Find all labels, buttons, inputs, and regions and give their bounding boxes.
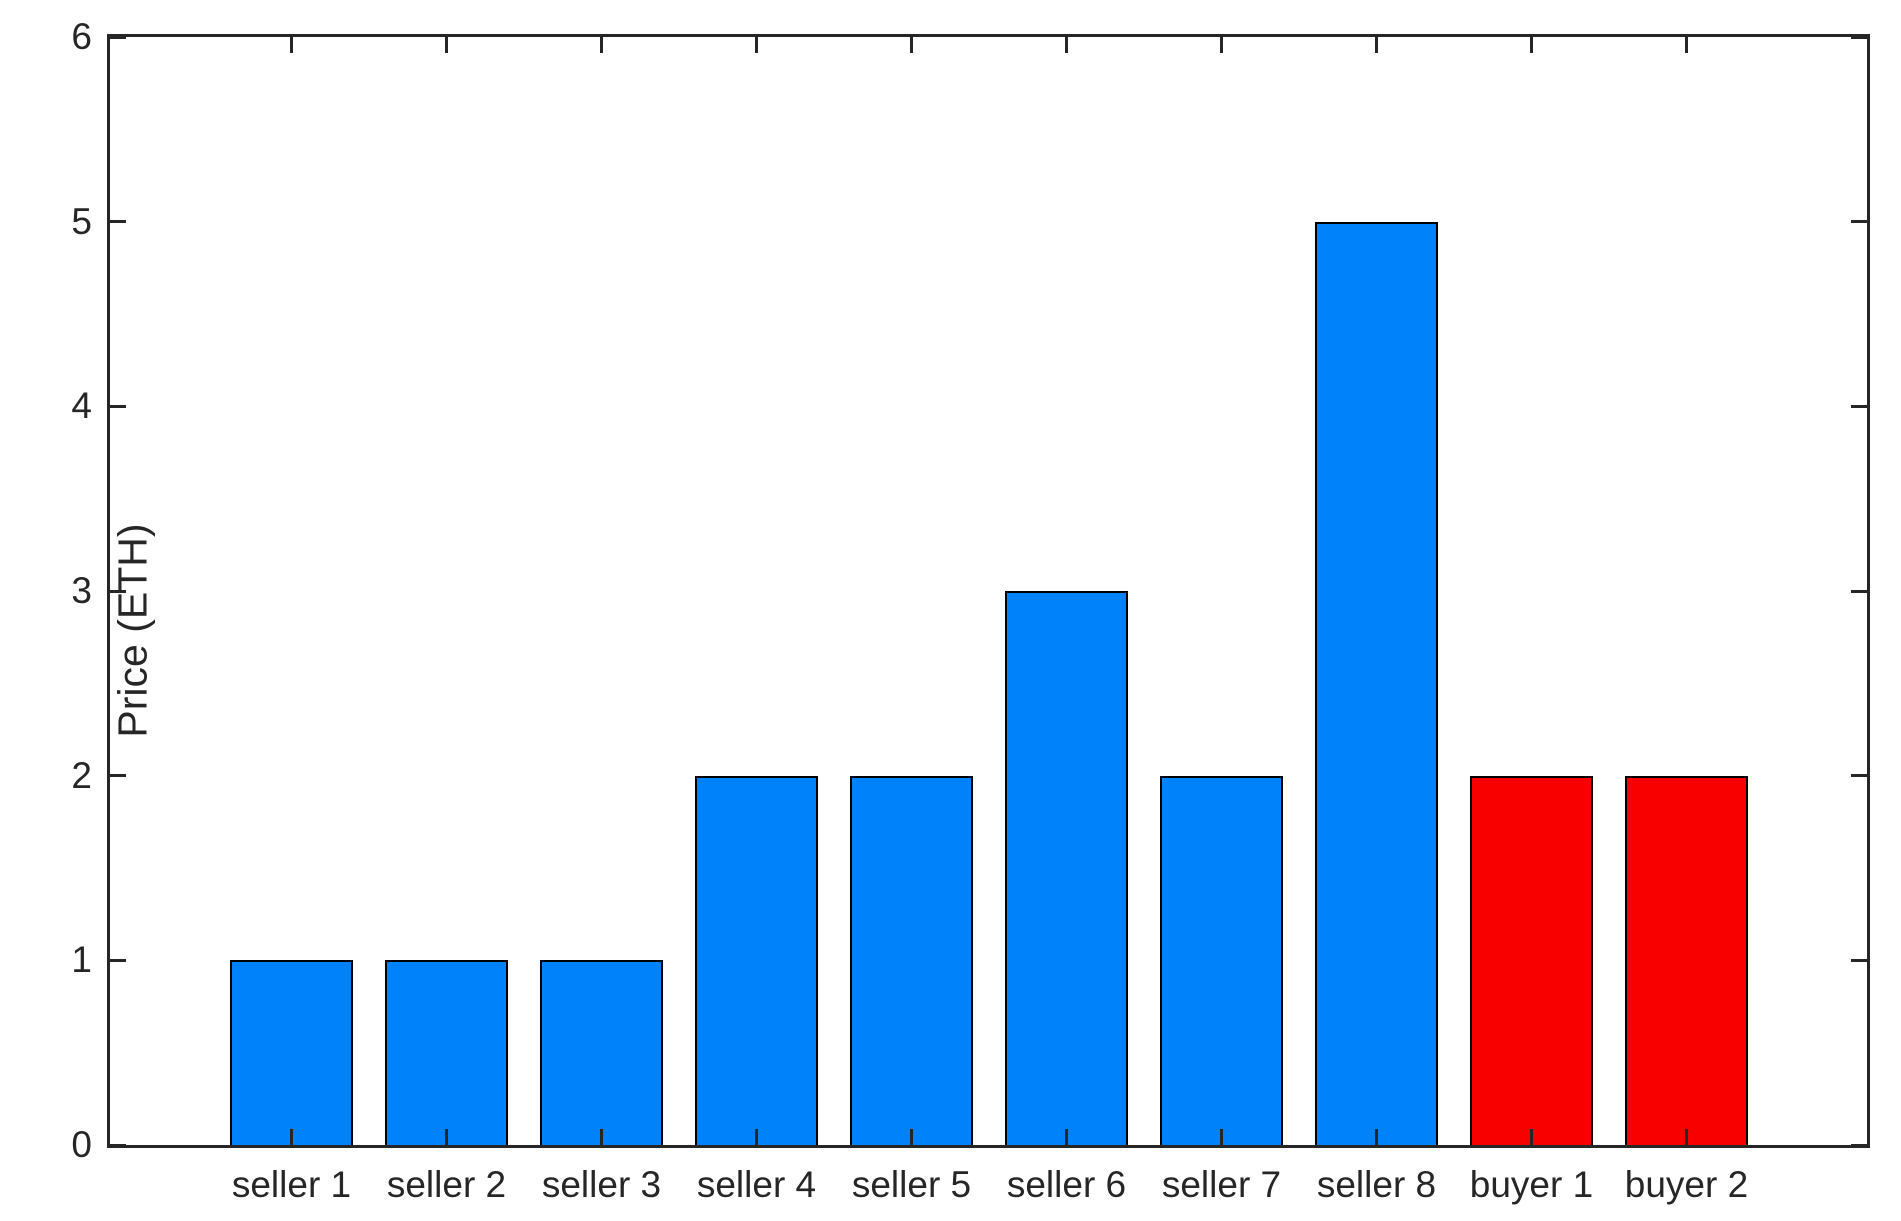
y-tick-mark: [110, 35, 126, 39]
x-tick-mark: [1220, 1129, 1223, 1145]
bar-seller-3: [540, 960, 663, 1145]
y-tick-label-6: 6: [71, 16, 92, 57]
bar-seller-8: [1315, 222, 1438, 1145]
bar-seller-6: [1005, 591, 1128, 1145]
y-tick-label-5: 5: [71, 200, 92, 242]
x-tick-mark: [445, 1129, 448, 1145]
x-tick-mark: [1065, 37, 1068, 53]
x-tick-label-buyer-1: buyer 1: [1469, 1164, 1594, 1205]
bar-buyer-1: [1470, 776, 1593, 1145]
y-tick-mark: [110, 220, 126, 224]
y-tick-mark: [1851, 1143, 1867, 1147]
x-tick-label-seller-8: seller 8: [1316, 1164, 1437, 1205]
x-tick-label-seller-3: seller 3: [541, 1164, 662, 1205]
y-tick-mark: [1851, 35, 1867, 39]
x-tick-mark: [290, 1129, 293, 1145]
x-tick-mark: [600, 1129, 603, 1145]
bar-seller-4: [695, 776, 818, 1145]
x-tick-mark: [1685, 1129, 1688, 1145]
y-tick-label-4: 4: [71, 385, 92, 427]
y-tick-mark: [1851, 220, 1867, 224]
x-tick-mark: [600, 37, 603, 53]
x-tick-mark: [445, 37, 448, 53]
y-tick-mark: [1851, 958, 1867, 962]
x-tick-mark: [1375, 37, 1378, 53]
y-tick-mark: [110, 589, 126, 593]
y-tick-mark: [1851, 774, 1867, 778]
x-tick-label-seller-7: seller 7: [1161, 1164, 1282, 1205]
y-tick-mark: [110, 774, 126, 778]
y-tick-label-2: 2: [71, 754, 92, 796]
x-tick-label-seller-6: seller 6: [1006, 1164, 1127, 1205]
x-tick-mark: [1375, 1129, 1378, 1145]
x-tick-mark: [1220, 37, 1223, 53]
x-tick-mark: [755, 1129, 758, 1145]
y-tick-mark: [110, 1143, 126, 1147]
y-axis-label: Price (ETH): [109, 523, 156, 738]
bar-buyer-2: [1625, 776, 1748, 1145]
y-tick-mark: [110, 958, 126, 962]
x-tick-label-seller-5: seller 5: [851, 1164, 972, 1205]
x-tick-mark: [290, 37, 293, 53]
y-tick-label-0: 0: [71, 1124, 92, 1165]
y-tick-mark: [110, 404, 126, 408]
x-tick-label-seller-4: seller 4: [696, 1164, 817, 1205]
x-tick-mark: [910, 37, 913, 53]
x-tick-label-seller-1: seller 1: [231, 1164, 352, 1205]
x-tick-mark: [1530, 37, 1533, 53]
x-tick-label-buyer-2: buyer 2: [1624, 1164, 1749, 1205]
x-tick-mark: [910, 1129, 913, 1145]
x-tick-mark: [1065, 1129, 1068, 1145]
bar-seller-5: [850, 776, 973, 1145]
y-tick-label-1: 1: [71, 939, 92, 981]
y-tick-mark: [1851, 589, 1867, 593]
y-tick-label-3: 3: [71, 570, 92, 611]
bar-seller-7: [1160, 776, 1283, 1145]
x-tick-label-seller-2: seller 2: [386, 1164, 507, 1205]
bar-seller-2: [385, 960, 508, 1145]
x-tick-mark: [1530, 1129, 1533, 1145]
x-tick-mark: [1685, 37, 1688, 53]
bar-seller-1: [230, 960, 353, 1145]
x-tick-mark: [755, 37, 758, 53]
y-tick-mark: [1851, 404, 1867, 408]
plot-area: Price (ETH): [107, 34, 1870, 1148]
